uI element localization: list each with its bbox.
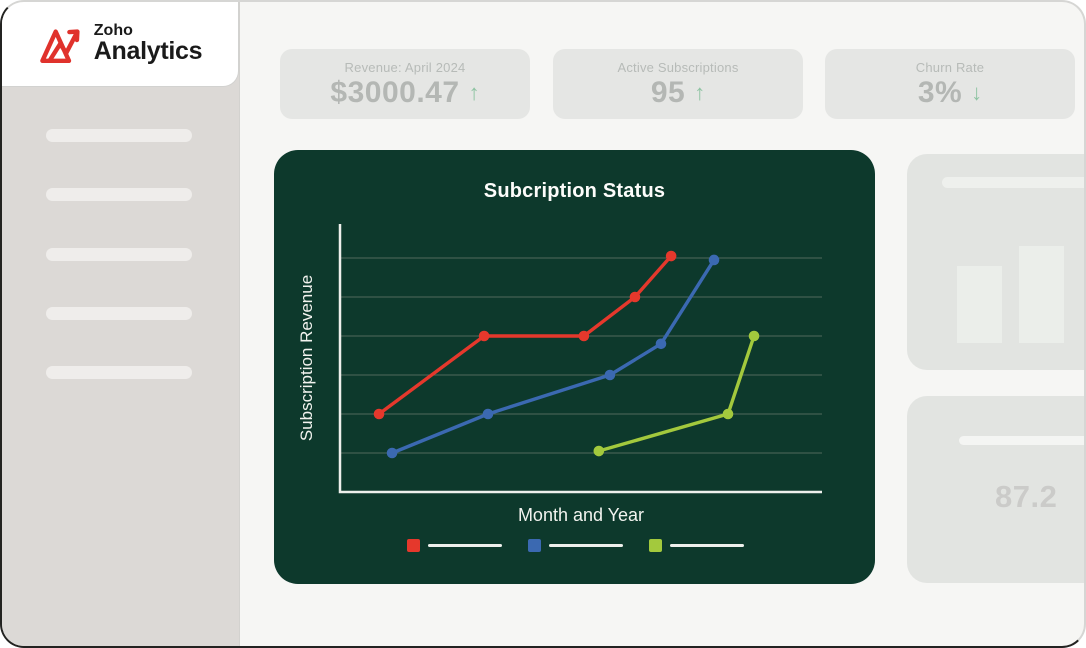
legend-swatch-series-green — [649, 539, 662, 552]
x-axis-label: Month and Year — [517, 505, 645, 525]
stat-label: Churn Rate — [915, 60, 985, 75]
legend-label-placeholder-line — [670, 544, 744, 547]
legend-swatch-series-red — [407, 539, 420, 552]
stat-value: 95 — [650, 76, 686, 109]
trend-down-icon: ↓ — [971, 80, 983, 105]
stat-card-churn-rate: Churn Rate 3% ↓ — [825, 49, 1075, 119]
sidebar-item-placeholder[interactable] — [46, 247, 192, 261]
series-green-line — [597, 334, 756, 453]
legend-item-series-blue[interactable] — [528, 539, 623, 552]
chart-axes — [338, 224, 822, 494]
placeholder-bar-widget-card — [907, 154, 1084, 370]
logo-wordmark: Zoho Analytics — [93, 22, 203, 66]
logo-card: Zoho Analytics — [2, 2, 239, 87]
logo-product-text: Analytics — [93, 37, 203, 66]
stat-card-revenue: Revenue: April 2024 $3000.47 ↑ — [280, 49, 530, 119]
placeholder-bar — [957, 266, 1002, 343]
chart-legend — [407, 539, 744, 552]
y-axis-label: Subscription Revenue — [297, 274, 316, 442]
legend-label-placeholder-line — [549, 544, 623, 547]
subscription-status-card: Subcription Status Subscription Revenue … — [274, 150, 875, 584]
trend-up-icon: ↑ — [468, 80, 480, 105]
series-red — [373, 250, 677, 420]
stat-value: $3000.47 — [330, 76, 460, 109]
sidebar-item-placeholder[interactable] — [46, 129, 192, 142]
subscription-line-chart — [338, 224, 822, 494]
series-red-point — [478, 330, 490, 342]
zoho-analytics-logo-icon — [39, 29, 80, 64]
legend-swatch-series-blue — [528, 539, 541, 552]
series-blue-point — [655, 338, 667, 350]
kpi-value: 87.2 — [995, 479, 1058, 514]
series-blue-point — [708, 254, 720, 266]
sidebar-item-placeholder[interactable] — [46, 188, 192, 202]
series-green — [593, 330, 760, 457]
sidebar-item-placeholder[interactable] — [46, 366, 192, 380]
legend-item-series-red[interactable] — [407, 539, 502, 552]
series-red-point — [578, 330, 590, 342]
placeholder-title-bar — [959, 436, 1084, 445]
placeholder-kpi-card: 87.2 — [907, 396, 1084, 583]
legend-item-series-green[interactable] — [649, 539, 744, 552]
series-red-point — [665, 250, 677, 262]
stat-card-active-subscriptions: Active Subscriptions 95 ↑ — [553, 49, 803, 119]
stat-label: Revenue: April 2024 — [344, 60, 466, 75]
placeholder-bar — [1019, 246, 1064, 343]
series-blue-point — [604, 369, 616, 381]
legend-label-placeholder-line — [428, 544, 502, 547]
series-blue-point — [482, 408, 494, 420]
series-blue — [386, 254, 720, 459]
series-red-line — [377, 254, 673, 416]
series-blue-line — [390, 258, 716, 455]
series-green-point — [593, 445, 605, 457]
stat-label: Active Subscriptions — [617, 60, 739, 75]
series-green-point — [748, 330, 760, 342]
series-green-point — [722, 408, 734, 420]
placeholder-title-bar — [942, 177, 1084, 188]
series-blue-point — [386, 447, 398, 459]
sidebar: Zoho Analytics — [2, 2, 240, 646]
stat-value: 3% — [917, 76, 963, 109]
chart-title: Subcription Status — [483, 180, 666, 202]
trend-up-icon: ↑ — [694, 80, 706, 105]
logo-brand-text: Zoho — [93, 22, 133, 40]
series-red-point — [629, 291, 641, 303]
series-red-point — [373, 408, 385, 420]
sidebar-item-placeholder[interactable] — [46, 306, 192, 320]
